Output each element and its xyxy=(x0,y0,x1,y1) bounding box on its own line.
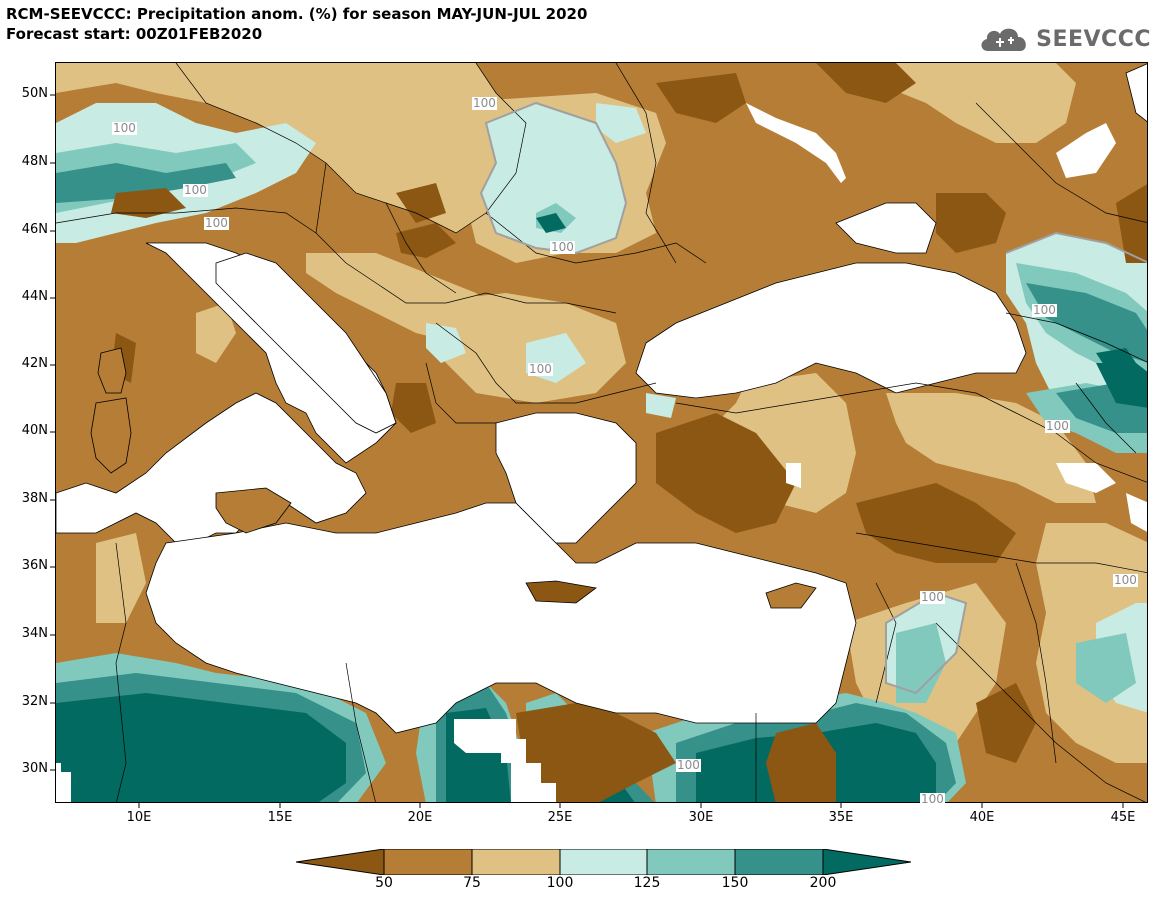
title-block: RCM-SEEVCCC: Precipitation anom. (%) for… xyxy=(6,4,587,44)
contour-label: 100 xyxy=(183,183,208,197)
lat-label: 48N xyxy=(21,154,48,169)
lon-label: 20E xyxy=(407,810,433,825)
contour-label: 100 xyxy=(920,590,945,604)
contour-label: 100 xyxy=(112,121,137,135)
lat-label: 38N xyxy=(21,491,48,506)
lat-label: 42N xyxy=(21,356,48,371)
lat-label: 30N xyxy=(21,761,48,776)
sea-areas xyxy=(56,63,1147,734)
lat-label: 36N xyxy=(21,558,48,573)
cloud-icon xyxy=(981,28,1026,51)
colorbar-label: 150 xyxy=(721,875,749,891)
colorbar-label: 75 xyxy=(463,875,481,891)
lon-label: 25E xyxy=(547,810,573,825)
contour-label: 100 xyxy=(676,758,701,772)
lon-label: 10E xyxy=(126,810,152,825)
lon-label: 45E xyxy=(1110,810,1136,825)
logo-text: SEEVCCC xyxy=(1036,26,1151,52)
contour-label: 100 xyxy=(204,216,229,230)
lat-label: 50N xyxy=(21,86,48,101)
forecast-start: Forecast start: 00Z01FEB2020 xyxy=(6,25,263,43)
lat-label: 40N xyxy=(21,423,48,438)
lat-label: 44N xyxy=(21,289,48,304)
legend-class-lt50 xyxy=(296,849,385,875)
lat-label: 32N xyxy=(21,694,48,709)
legend-class-gt200 xyxy=(822,849,911,875)
legend-class-50-75 xyxy=(383,849,473,875)
lat-label: 34N xyxy=(21,626,48,641)
colorbar-labels: 50 75 100 125 150 200 xyxy=(0,875,1165,895)
contour-label: 100 xyxy=(472,96,497,110)
map-area xyxy=(55,62,1148,803)
colorbar-legend xyxy=(296,849,911,875)
country-borders xyxy=(56,63,1147,802)
contour-label: 100 xyxy=(528,362,553,376)
lat-label: 46N xyxy=(21,222,48,237)
lon-label: 35E xyxy=(828,810,854,825)
contour-label: 100 xyxy=(1045,419,1070,433)
colorbar-label: 100 xyxy=(546,875,574,891)
contour-label: 100 xyxy=(1113,573,1138,587)
islands xyxy=(90,347,817,609)
lon-label: 30E xyxy=(688,810,714,825)
precipitation-map xyxy=(56,63,1147,802)
colorbar-label: 50 xyxy=(375,875,393,891)
seevccc-logo: SEEVCCC xyxy=(978,24,1151,54)
colorbar-label: 125 xyxy=(633,875,661,891)
lon-label: 15E xyxy=(267,810,293,825)
colorbar-label: 200 xyxy=(809,875,837,891)
legend-class-125-150 xyxy=(646,849,736,875)
legend-class-150-200 xyxy=(734,849,824,875)
map-title: RCM-SEEVCCC: Precipitation anom. (%) for… xyxy=(6,5,588,23)
lon-label: 40E xyxy=(969,810,995,825)
contour-label: 100 xyxy=(550,240,575,254)
legend-class-75-100 xyxy=(471,849,561,875)
contour-label: 100 xyxy=(920,792,945,806)
no-data-areas xyxy=(56,103,1147,802)
contour-label: 100 xyxy=(1032,303,1057,317)
legend-class-100-125 xyxy=(559,849,648,875)
